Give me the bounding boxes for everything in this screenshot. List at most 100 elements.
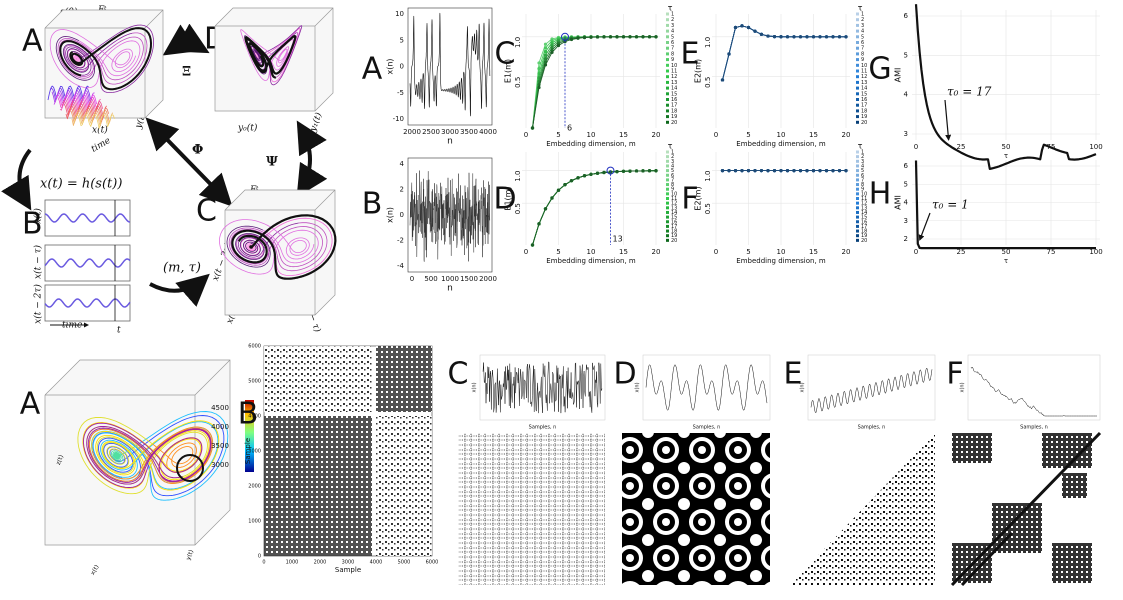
y-tick-label: 6000: [248, 344, 261, 350]
legend-swatch: [666, 92, 669, 96]
marker: [844, 169, 848, 173]
marker: [766, 169, 770, 173]
legend-label: 15: [671, 91, 677, 97]
x-tick-label: 15: [619, 248, 628, 256]
marker: [543, 53, 548, 57]
legend-swatch: [856, 98, 859, 101]
legend-swatch: [666, 220, 669, 224]
legend-swatch: [856, 224, 859, 228]
x-tick-label: 0: [410, 275, 414, 283]
marker: [615, 169, 619, 174]
legend-label: 6: [671, 173, 674, 179]
legend-swatch: [666, 52, 669, 56]
marker: [844, 35, 848, 39]
panel-label: H: [869, 177, 892, 212]
marker: [759, 169, 764, 173]
guide-circle: [606, 166, 615, 175]
marker: [720, 78, 725, 82]
legend-swatch: [666, 155, 669, 159]
marker: [831, 35, 835, 39]
recurrence-block: [376, 416, 432, 556]
legend-swatch: [666, 210, 669, 214]
legend-label: 4: [861, 29, 864, 35]
x-tick-label: 500: [424, 275, 437, 283]
y-axis-label: E2(m): [694, 186, 703, 210]
y-axis-label: E1(m): [504, 59, 513, 83]
recurrence-block: [952, 433, 992, 463]
legend-label: 13: [671, 205, 677, 211]
legend-label: 19: [861, 114, 867, 120]
legend-swatch: [856, 103, 859, 107]
legend-swatch: [666, 69, 669, 73]
x-tick-label: 10: [777, 248, 786, 256]
x-axis-label: Samples, n: [1020, 425, 1048, 431]
trajectory: [226, 225, 271, 268]
colorbar: [245, 400, 254, 472]
legend-label: 2: [671, 154, 674, 160]
legend-label: 13: [861, 80, 867, 86]
axis-label: x(t): [89, 564, 100, 577]
x-tick-label: 100: [1089, 143, 1102, 151]
legend-swatch: [666, 35, 669, 39]
marker: [720, 169, 725, 173]
marker: [759, 32, 764, 36]
x-axis-label: Embedding dimension, m: [546, 140, 636, 148]
axis-label: x(t): [92, 125, 108, 136]
axis-label: y₁(t): [307, 111, 324, 134]
x-tick-label: 0: [914, 248, 918, 256]
recurrence-block: [1052, 543, 1092, 583]
map-label: Ψ: [266, 155, 278, 170]
marker: [595, 35, 600, 39]
x-tick-label: 2000: [479, 275, 497, 283]
legend-label: 10: [861, 63, 867, 69]
y-tick-label: 0: [258, 554, 261, 560]
legend-label: 20: [861, 120, 867, 126]
y-tick-label: -2: [397, 237, 404, 245]
time-label: time: [90, 136, 113, 155]
marker: [811, 35, 816, 39]
x-tick-label: 5: [746, 248, 750, 256]
legend-label: 18: [671, 229, 677, 235]
x-tick-label: 25: [957, 248, 966, 256]
legend-swatch: [666, 23, 669, 27]
plot-area: [807, 354, 936, 421]
legend-swatch: [666, 238, 669, 242]
legend-swatch: [856, 52, 859, 56]
panel-label: D: [613, 357, 636, 392]
recurrence-line: [950, 431, 1102, 587]
recurrence-block: [1062, 473, 1087, 498]
marker: [740, 169, 744, 173]
panel-label: D: [493, 182, 516, 217]
marker: [733, 25, 738, 30]
x-tick-label: 6000: [426, 560, 439, 566]
legend-swatch: [856, 220, 859, 224]
legend-label: 7: [861, 46, 864, 52]
x-tick-label: 5: [556, 248, 560, 256]
y-tick-label: -10: [393, 115, 404, 123]
arrows: [1, 23, 328, 307]
legend-label: 14: [671, 86, 677, 92]
trajectory: [218, 219, 319, 275]
panel-label: C: [196, 194, 217, 229]
legend-swatch: [666, 224, 669, 228]
legend-swatch: [856, 150, 859, 154]
legend-swatch: [666, 187, 669, 191]
y-axis-label: x(n): [386, 207, 395, 223]
marker: [837, 35, 842, 39]
time-label: t: [117, 326, 121, 336]
legend-title: τ: [858, 4, 863, 13]
legend-swatch: [856, 159, 859, 163]
marker: [628, 35, 632, 39]
x-tick-label: 25: [957, 143, 966, 151]
y-tick-label: 2: [904, 235, 908, 243]
x-tick-label: 5000: [398, 560, 411, 566]
legend-label: 10: [671, 191, 677, 197]
marker: [550, 41, 554, 45]
legend-label: 19: [671, 114, 677, 120]
x-tick-label: 3000: [342, 560, 355, 566]
marker: [595, 171, 600, 175]
legend-swatch: [666, 109, 669, 113]
marker: [602, 35, 606, 39]
trajectory: [57, 32, 148, 85]
axes-box: [214, 7, 334, 112]
